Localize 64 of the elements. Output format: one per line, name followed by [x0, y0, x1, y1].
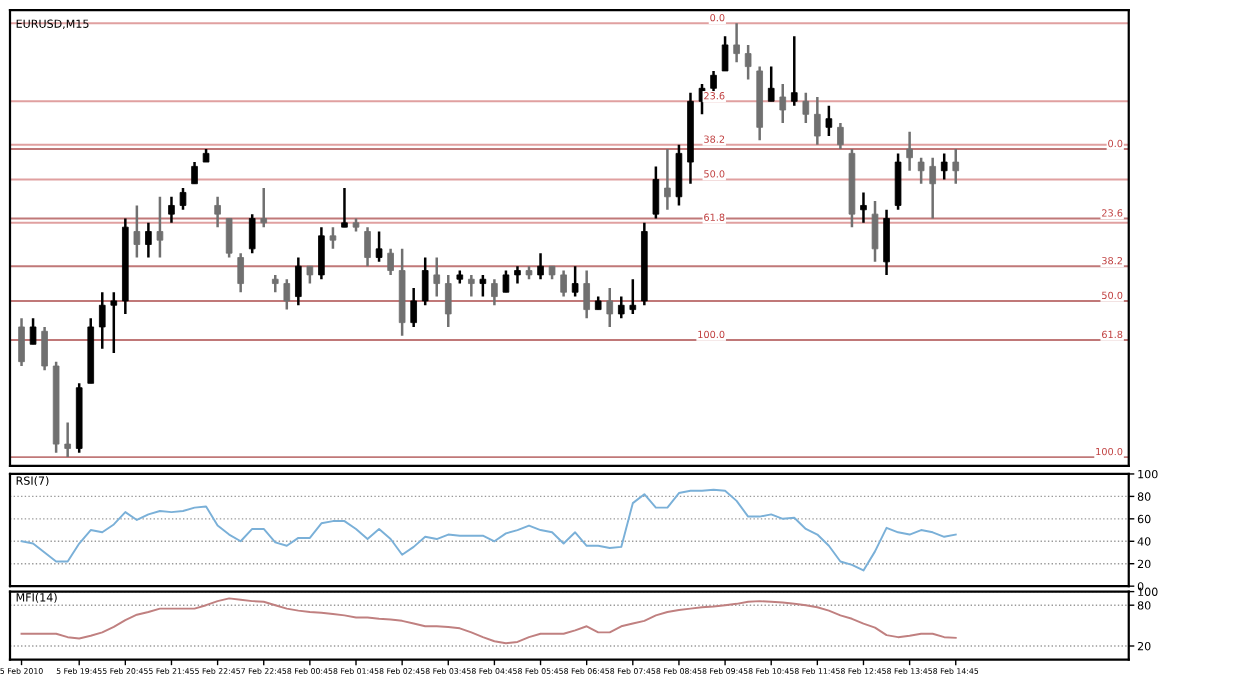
candlestick	[433, 256, 441, 298]
candlestick	[168, 195, 175, 225]
candlestick	[237, 251, 244, 294]
candlestick	[779, 82, 787, 125]
candlestick	[156, 195, 164, 259]
candlestick	[767, 65, 775, 103]
candlestick	[64, 421, 71, 459]
candlestick	[18, 317, 25, 368]
candlestick	[41, 325, 48, 372]
candlestick	[652, 165, 660, 220]
candlestick	[721, 34, 729, 73]
candlestick	[248, 212, 256, 255]
candlestick	[145, 221, 152, 259]
candlestick	[410, 286, 417, 329]
candlestick	[444, 273, 452, 329]
candlestick	[468, 273, 475, 298]
candlestick	[790, 34, 798, 107]
candlestick	[133, 204, 141, 259]
candlestick	[560, 269, 567, 298]
candlestick	[421, 256, 429, 307]
candlestick	[387, 247, 394, 277]
candlestick	[952, 147, 960, 186]
candlestick	[583, 269, 590, 320]
candlestick	[479, 273, 487, 298]
candlestick	[191, 160, 198, 186]
candlestick	[295, 256, 302, 307]
candlestick	[744, 43, 752, 81]
candlestick	[733, 21, 740, 64]
candlestick	[318, 225, 325, 281]
candlestick	[675, 143, 683, 207]
candlestick	[606, 286, 614, 329]
candlestick	[329, 225, 337, 251]
candlestick	[283, 277, 291, 311]
candlestick	[940, 152, 948, 181]
candlestick	[214, 195, 221, 229]
candlestick	[110, 290, 118, 355]
candlestick	[825, 104, 833, 138]
candlestick	[929, 156, 936, 220]
candlestick	[260, 186, 268, 229]
candlestick	[894, 152, 902, 212]
candlestick	[802, 91, 810, 125]
line-series	[20, 597, 957, 645]
candlestick	[502, 269, 510, 294]
candlestick	[906, 130, 913, 172]
candlestick	[491, 277, 498, 307]
candlestick	[341, 186, 348, 229]
candlestick	[364, 225, 371, 268]
candlestick	[179, 186, 187, 212]
candlestick	[860, 191, 867, 225]
candlestick	[571, 264, 579, 298]
candlestick	[29, 317, 37, 346]
candlestick	[814, 95, 821, 146]
candlestick	[617, 295, 625, 320]
candlestick	[837, 121, 844, 151]
line-series	[20, 488, 957, 572]
candlestick	[871, 199, 879, 264]
candlestick	[629, 277, 637, 316]
candlestick	[664, 147, 671, 212]
candlestick	[225, 217, 233, 259]
candlestick	[98, 290, 106, 350]
candlestick	[375, 230, 383, 264]
candlestick	[917, 156, 925, 186]
candlestick	[537, 251, 544, 281]
candlestick	[883, 208, 890, 277]
